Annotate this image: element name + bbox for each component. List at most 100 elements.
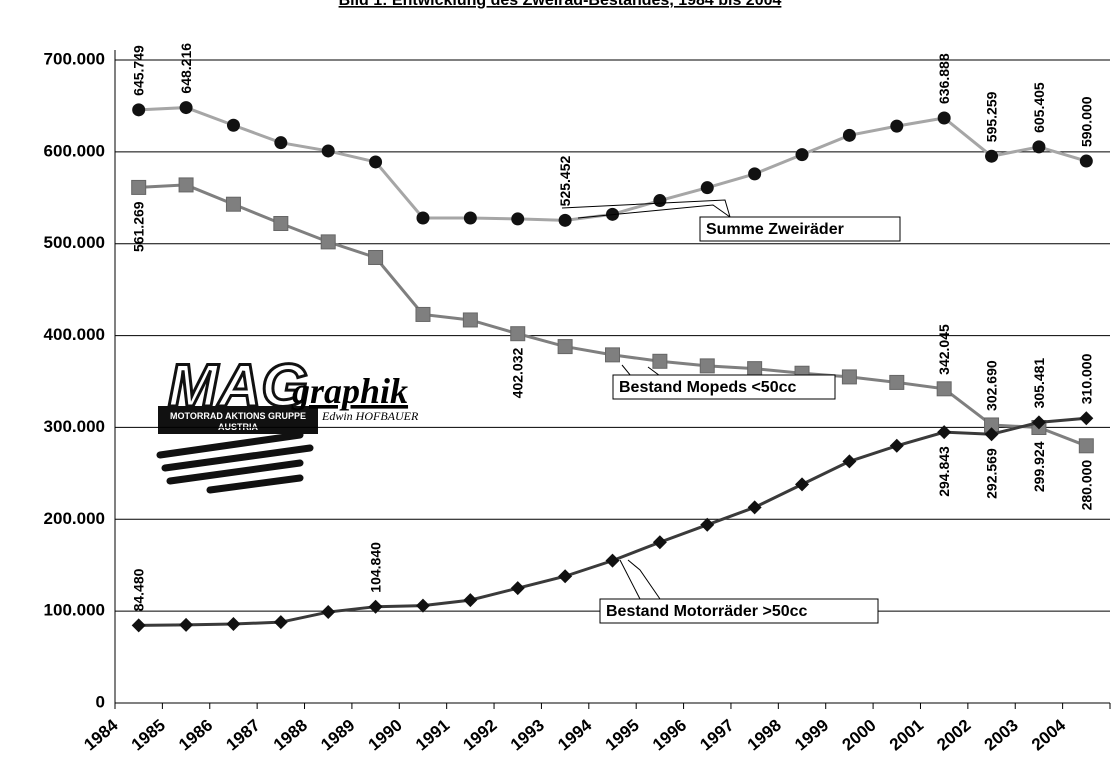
legend-label: Summe Zweiräder — [706, 221, 844, 238]
x-tick-label: 1984 — [80, 715, 122, 754]
y-tick-label: 600.000 — [44, 141, 105, 160]
point — [795, 477, 810, 492]
point — [416, 211, 430, 225]
point — [747, 361, 763, 377]
point — [178, 177, 194, 193]
y-tick-label: 100.000 — [44, 601, 105, 620]
point — [463, 593, 478, 608]
point — [937, 111, 951, 125]
point — [558, 213, 572, 227]
y-tick-label: 300.000 — [44, 417, 105, 436]
point — [558, 569, 573, 584]
x-tick-label: 1988 — [270, 716, 311, 755]
logo-word: graphik — [291, 371, 408, 411]
point — [463, 211, 477, 225]
value-label: 292.569 — [984, 448, 1000, 499]
x-tick-label: 2001 — [886, 716, 927, 755]
point — [652, 535, 667, 550]
value-label: 645.749 — [131, 45, 147, 96]
point — [842, 128, 856, 142]
point — [369, 155, 383, 169]
point — [889, 438, 904, 453]
legend-label: Bestand Motorräder >50cc — [606, 603, 808, 620]
point — [273, 615, 288, 630]
point — [510, 581, 525, 596]
y-tick-label: 0 — [96, 692, 105, 711]
value-label: 648.216 — [178, 43, 194, 94]
point — [131, 179, 147, 195]
value-label: 595.259 — [984, 91, 1000, 142]
legend-box — [599, 598, 879, 624]
point — [321, 605, 336, 620]
value-label: 104.840 — [368, 542, 384, 593]
y-tick-label: 200.000 — [44, 509, 105, 528]
series: 645.749 648.216 525.452 636.888 595.259 605.4… — [131, 43, 1094, 227]
point — [605, 347, 620, 363]
point — [699, 358, 715, 374]
point — [1078, 438, 1094, 454]
x-tick-label: 1992 — [459, 716, 500, 755]
callout-leader — [577, 204, 731, 219]
legend-label: Bestand Mopeds <50cc — [619, 379, 797, 396]
value-label: 84.480 — [131, 568, 147, 611]
point — [985, 149, 999, 163]
x-tick-label: 1989 — [317, 716, 358, 755]
point — [1079, 154, 1093, 168]
x-tick-label: 2000 — [838, 716, 879, 755]
logo-band — [158, 406, 318, 434]
x-tick-label: 1998 — [744, 716, 785, 755]
x-tick-label: 1986 — [175, 716, 216, 755]
value-label: 302.690 — [984, 360, 1000, 411]
point — [226, 617, 241, 632]
point — [557, 339, 573, 355]
point — [1079, 411, 1094, 426]
y-tick-label: 700.000 — [44, 49, 105, 68]
value-label: 305.481 — [1031, 358, 1047, 409]
point — [179, 617, 194, 632]
x-tick-label: 1987 — [223, 716, 264, 755]
value-label: 636.888 — [936, 53, 952, 104]
point — [605, 553, 620, 568]
legend-box — [612, 374, 836, 400]
x-tick-label: 1997 — [696, 716, 737, 755]
callout-leader — [619, 559, 641, 600]
x-tick-label: 1990 — [365, 716, 406, 755]
point — [132, 103, 146, 117]
x-tick-label: 1995 — [602, 716, 643, 755]
callout-leader — [561, 199, 731, 218]
value-label: 310.000 — [1078, 353, 1094, 404]
x-tick-label: 1993 — [507, 716, 548, 755]
value-label: 590.000 — [1078, 96, 1094, 147]
point — [415, 598, 430, 613]
point — [368, 599, 383, 614]
logo-mag: MAG — [168, 352, 308, 419]
point — [653, 194, 667, 208]
callout-leader — [627, 559, 661, 600]
chart-title: Bild 1: Entwicklung des Zweirad-Bestande… — [339, 0, 782, 9]
value-label: 294.843 — [936, 446, 952, 497]
point — [1031, 415, 1046, 430]
point — [462, 312, 478, 328]
y-tick-label: 500.000 — [44, 233, 105, 252]
legend-box — [699, 216, 901, 242]
x-tick-label: 2004 — [1028, 715, 1070, 754]
logo-stripes — [156, 431, 314, 494]
x-tick-label: 1985 — [128, 716, 169, 755]
point — [984, 427, 999, 442]
logo: MAG MOTORRAD AKTIONS GRUPPE AUSTRIA grap… — [156, 351, 419, 494]
point — [274, 136, 288, 150]
point — [226, 118, 240, 132]
point — [510, 326, 526, 342]
point — [321, 144, 335, 158]
value-label: 605.405 — [1031, 82, 1047, 133]
point — [841, 369, 857, 385]
point — [842, 454, 857, 469]
value-label: 342.045 — [936, 324, 952, 375]
y-tick-label: 400.000 — [44, 325, 105, 344]
point — [131, 618, 146, 633]
point — [890, 119, 904, 133]
value-label: 402.032 — [510, 347, 526, 398]
point — [1032, 140, 1046, 154]
point — [748, 167, 762, 181]
